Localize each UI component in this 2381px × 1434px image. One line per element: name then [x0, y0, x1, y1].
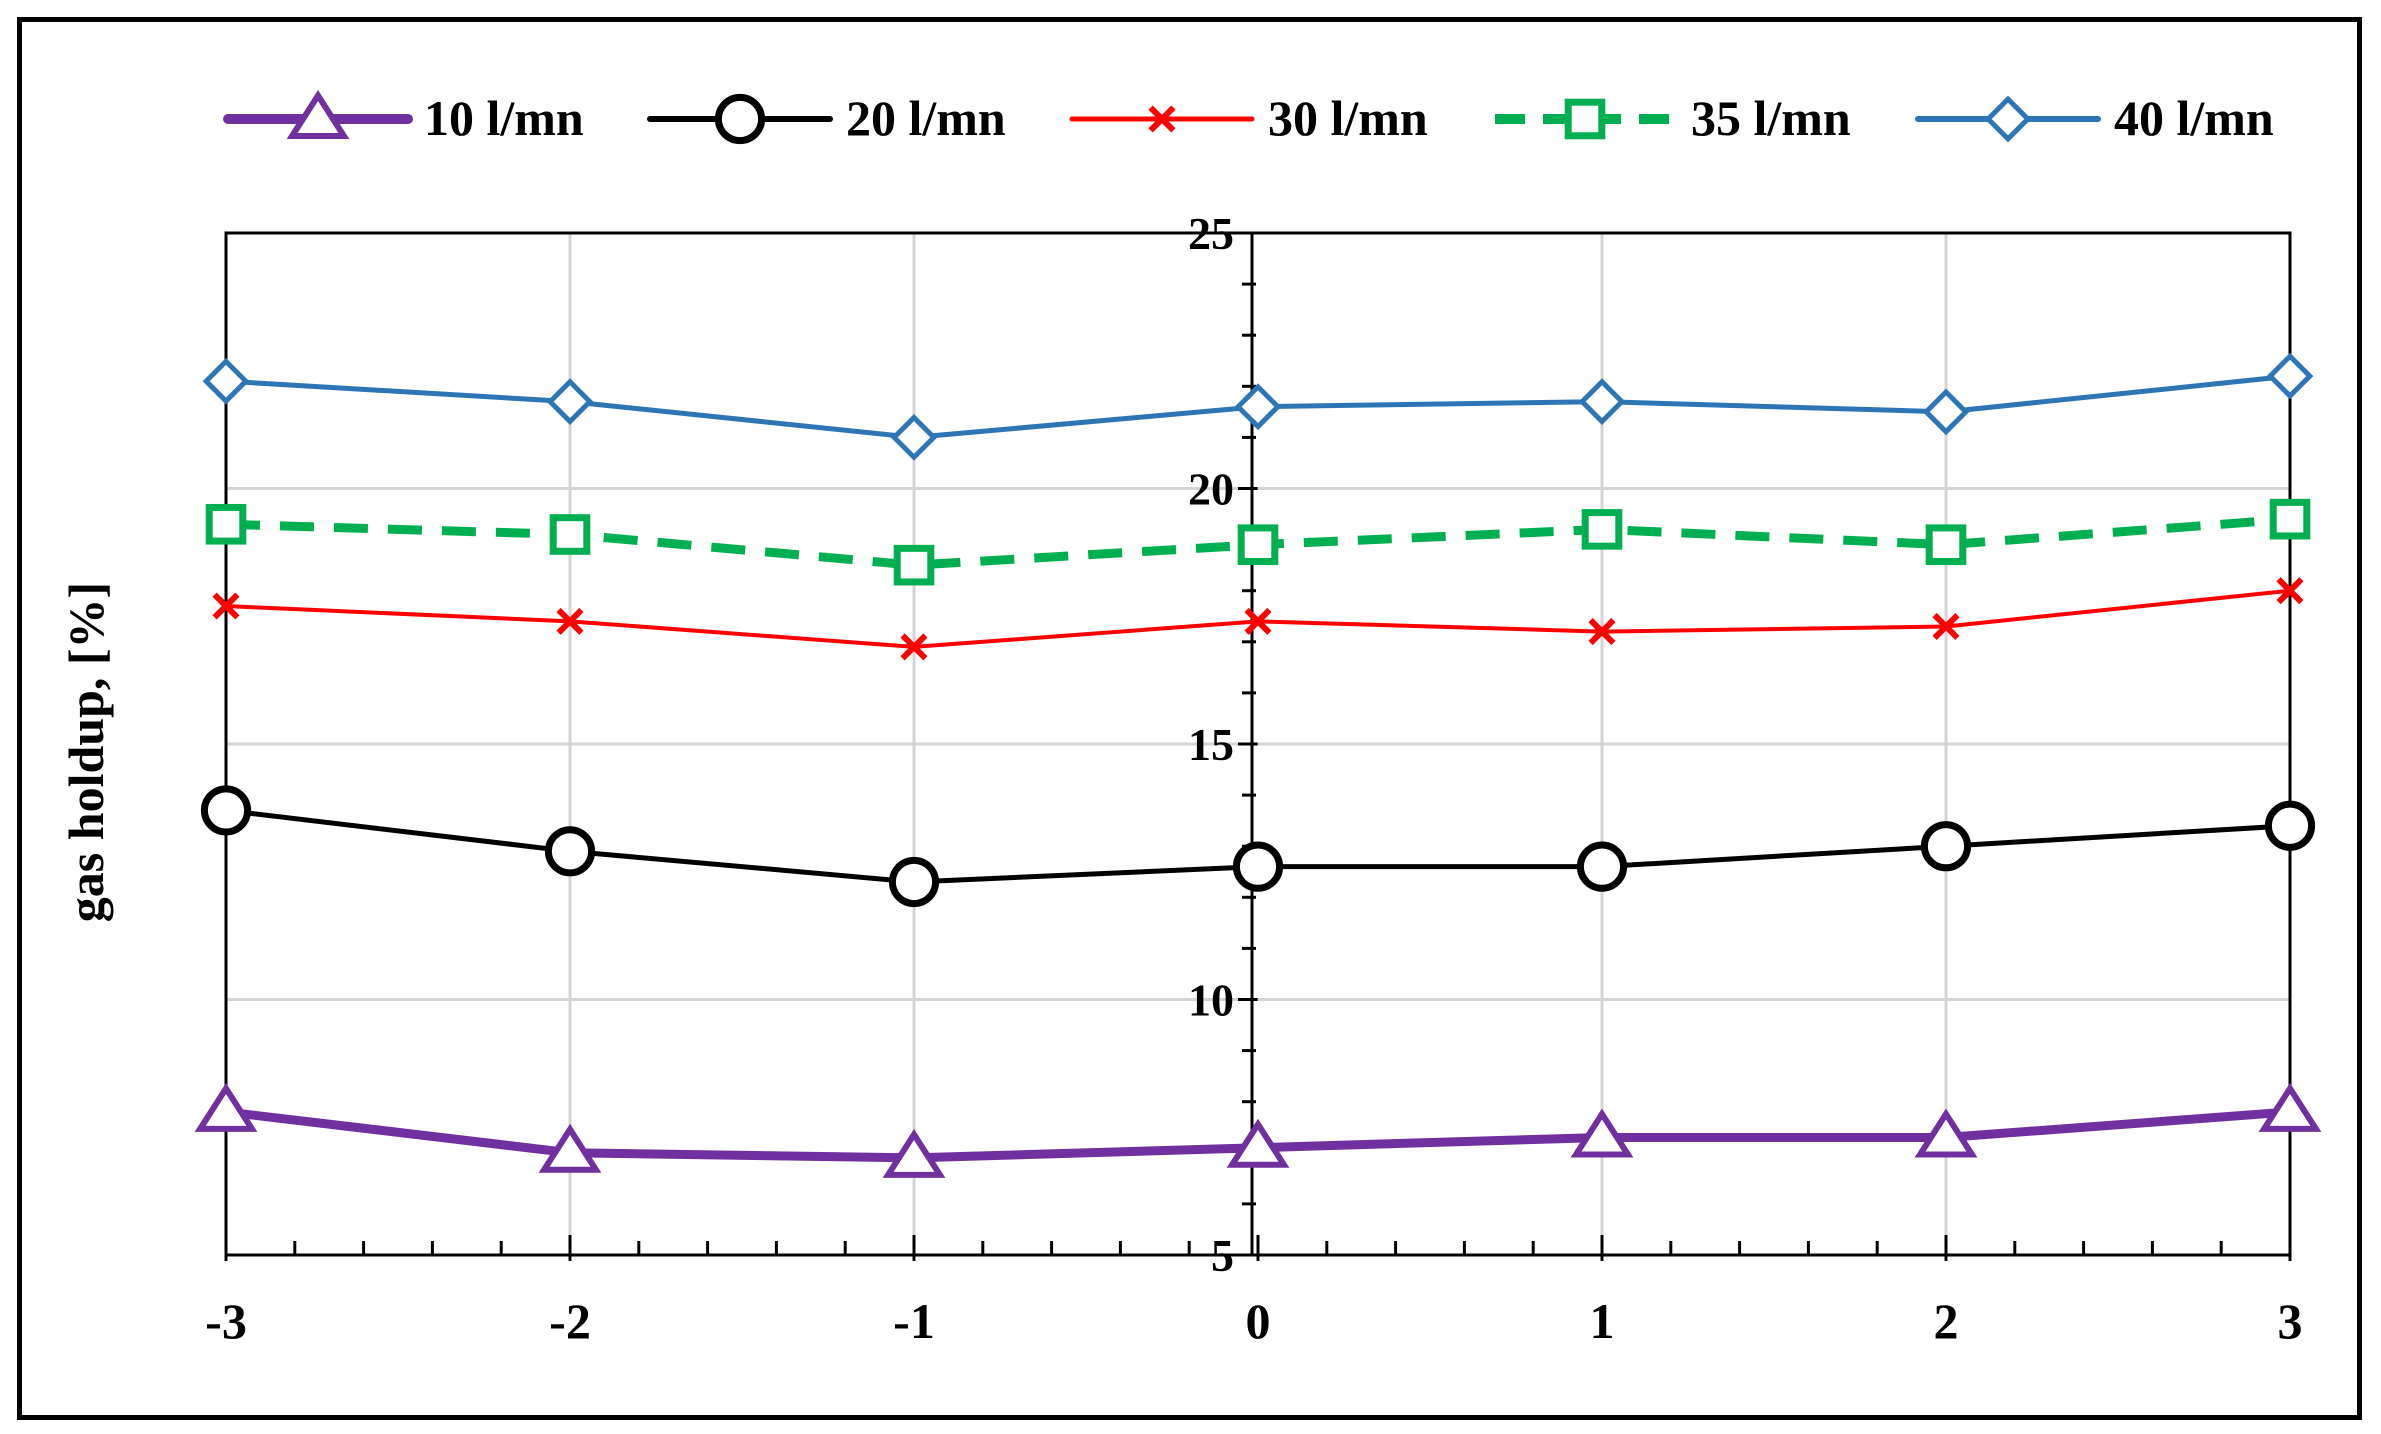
y-tick-label: 25: [1188, 208, 1234, 259]
data-point: [212, 592, 240, 620]
x-tick-label: -2: [549, 1293, 591, 1349]
data-point: [556, 607, 584, 635]
data-point: [1570, 1108, 1634, 1158]
data-point: [1588, 618, 1616, 646]
legend-label: 40 l/mn: [2114, 90, 2274, 146]
data-point: [1234, 383, 1282, 431]
x-marker-stroke: [1244, 607, 1272, 635]
y-tick-label: 5: [1211, 1230, 1234, 1281]
legend-marker: [286, 90, 350, 140]
data-point: [1237, 524, 1279, 566]
data-point: [202, 357, 250, 405]
legend-item: 35 l/mn: [1495, 90, 1851, 146]
series-30-l-mn: [212, 577, 2304, 661]
y-tick-label: 15: [1188, 719, 1234, 770]
x-tick-label: 1: [1590, 1293, 1615, 1349]
x-marker-stroke: [556, 607, 584, 635]
x-marker-stroke: [1588, 618, 1616, 646]
legend-marker: [1984, 95, 2032, 143]
data-point: [549, 514, 591, 555]
chart-frame: [17, 17, 2362, 1420]
data-point: [200, 785, 252, 836]
legend-label: 10 l/mn: [424, 90, 584, 146]
data-point: [882, 1128, 946, 1178]
data-point: [1922, 388, 1970, 436]
x-marker-stroke: [900, 633, 928, 661]
data-point: [546, 378, 594, 426]
legend-label: 20 l/mn: [846, 90, 1006, 146]
legend-label: 35 l/mn: [1691, 90, 1851, 146]
data-point: [538, 1123, 602, 1173]
x-tick-label: 3: [2278, 1293, 2303, 1349]
data-point: [1232, 841, 1284, 892]
x-tick-label: -3: [205, 1293, 247, 1349]
legend-item: 20 l/mn: [647, 90, 1006, 146]
legend-item: 40 l/mn: [1915, 90, 2274, 146]
data-point: [2258, 1082, 2322, 1132]
data-point: [1226, 1118, 1290, 1168]
data-point: [1925, 524, 1967, 566]
data-point: [194, 1082, 258, 1132]
data-point: [2264, 800, 2316, 851]
series-20-l-mn: [200, 785, 2316, 908]
legend-item: 10 l/mn: [223, 90, 584, 146]
data-point: [1581, 509, 1623, 550]
legend-marker: [714, 93, 766, 145]
y-axis-title: gas holdup, [%]: [58, 582, 114, 922]
data-point: [205, 503, 247, 545]
x-tick-label: 2: [1934, 1293, 1959, 1349]
data-point: [1578, 378, 1626, 426]
legend-marker: [1148, 105, 1176, 133]
data-point: [890, 414, 938, 461]
legend-marker: [1564, 98, 1606, 140]
series-35-l-mn: [205, 498, 2311, 586]
legend-item: 30 l/mn: [1069, 90, 1428, 146]
data-point: [888, 856, 940, 908]
data-point: [2269, 498, 2311, 540]
data-point: [1914, 1108, 1978, 1158]
data-point: [1920, 821, 1972, 872]
legend: 10 l/mn 20 l/mn 30 l/mn 35 l/mn 40 l/mn: [223, 90, 2274, 146]
data-point: [900, 633, 928, 661]
x-marker-stroke: [1148, 105, 1176, 133]
x-tick-label: -1: [893, 1293, 935, 1349]
data-point: [1244, 607, 1272, 635]
data-point: [2266, 352, 2314, 400]
data-point: [893, 544, 935, 586]
data-point: [544, 826, 596, 877]
x-marker-stroke: [2276, 577, 2304, 605]
data-point: [1576, 841, 1628, 892]
legend-label: 30 l/mn: [1268, 90, 1428, 146]
x-marker-stroke: [1932, 612, 1960, 640]
x-marker-stroke: [212, 592, 240, 620]
data-point: [2276, 577, 2304, 605]
y-tick-label: 20: [1188, 464, 1234, 515]
data-point: [1932, 612, 1960, 640]
x-tick-label: 0: [1246, 1293, 1271, 1349]
series-10-l-mn: [194, 1082, 2322, 1178]
series-40-l-mn: [202, 352, 2314, 461]
y-tick-label: 10: [1188, 975, 1234, 1026]
